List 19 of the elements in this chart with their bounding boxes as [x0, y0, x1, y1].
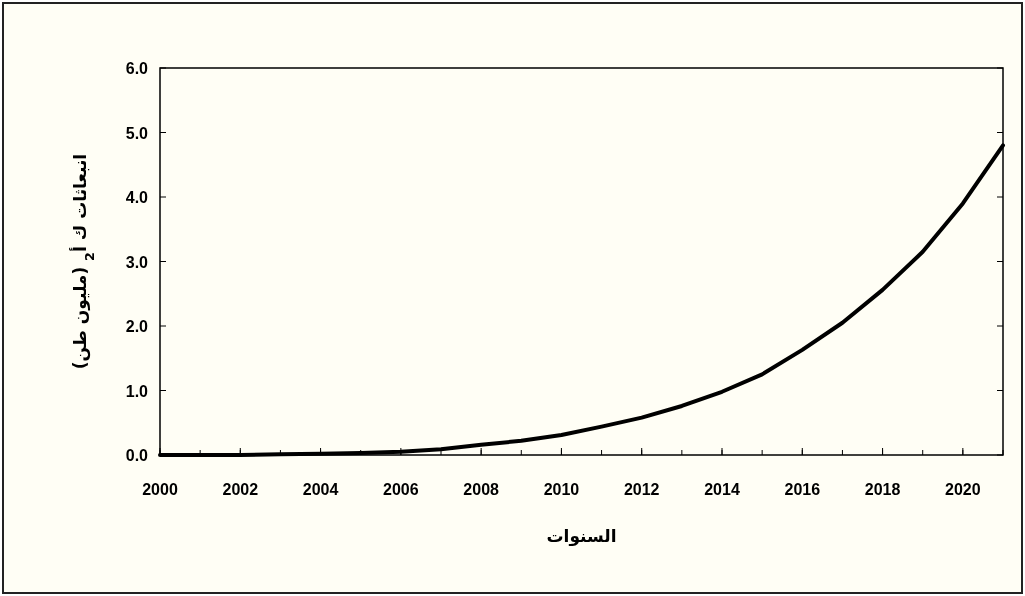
x-tick-label: 2014	[704, 481, 740, 498]
x-tick-label: 2018	[864, 481, 901, 498]
x-tick-label: 2008	[463, 481, 500, 498]
y-tick-label: 4.0	[125, 189, 149, 206]
y-tick-label: 2.0	[125, 318, 149, 335]
x-tick-label: 2012	[623, 481, 660, 498]
x-axis-title: السنوات	[546, 526, 617, 547]
x-tick-label: 2006	[383, 481, 419, 498]
x-tick-label: 2002	[222, 481, 259, 498]
y-tick-label: 1.0	[125, 382, 149, 400]
y-tick-label: 0.0	[125, 447, 149, 464]
x-tick-label: 2020	[945, 481, 981, 498]
y-tick-label: 5.0	[125, 124, 149, 142]
y-tick-label: 6.0	[125, 60, 149, 77]
y-tick-label: 3.0	[125, 253, 149, 271]
x-tick-label: 2004	[302, 481, 339, 498]
x-tick-label: 2016	[784, 481, 821, 498]
x-tick-label: 2000	[142, 481, 178, 498]
x-tick-label: 2010	[543, 481, 580, 498]
